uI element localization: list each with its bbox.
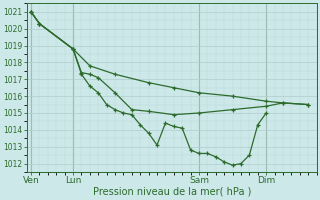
X-axis label: Pression niveau de la mer( hPa ): Pression niveau de la mer( hPa ) [92, 187, 251, 197]
